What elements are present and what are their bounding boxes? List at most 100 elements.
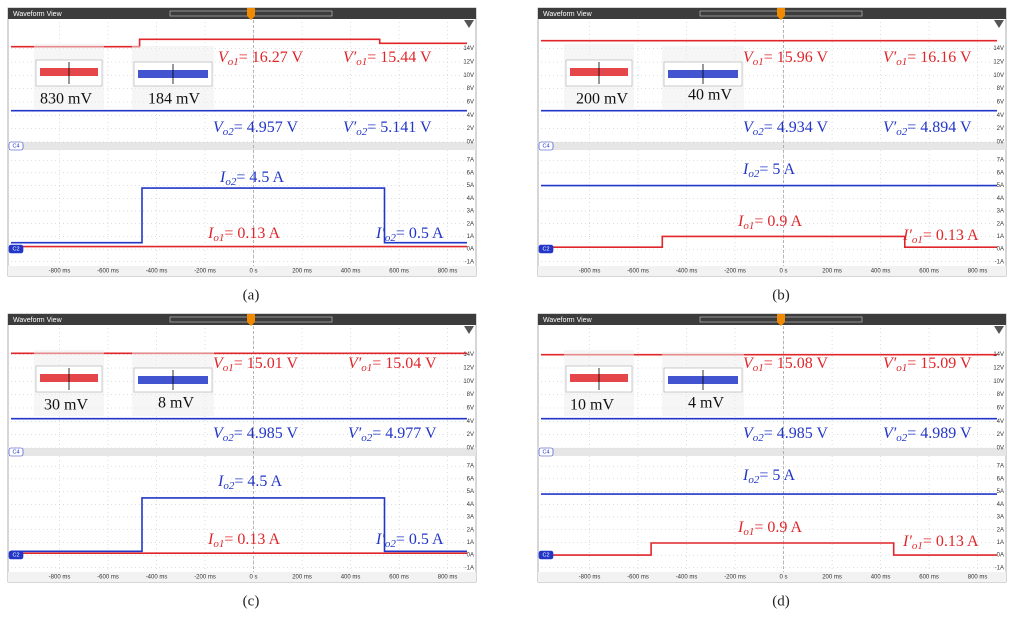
annotation-value: = 0.9 A: [754, 519, 802, 536]
channel-label: C4: [12, 143, 19, 149]
y-tick-label: 2A: [997, 221, 1004, 227]
y-tick-label: -1A: [995, 565, 1004, 571]
panel-caption: (c): [243, 593, 260, 609]
y-tick-label: 12V: [463, 366, 474, 372]
x-tick-label: 600 ms: [919, 575, 939, 581]
channel-label: C2: [12, 246, 19, 252]
y-tick-label: 0A: [467, 553, 474, 559]
y-tick-label: 12V: [463, 60, 474, 66]
y-tick-label: 4V: [997, 113, 1004, 119]
inset-label: 830 mV: [40, 91, 92, 108]
x-tick-label: -200 ms: [724, 575, 746, 581]
annotation-subscript: o1: [361, 362, 372, 374]
x-tick-label: -800 ms: [49, 269, 71, 275]
annotation-symbol: V′: [883, 425, 897, 442]
annotation-value: = 16.16 V: [907, 49, 972, 66]
y-tick-label: -1A: [465, 565, 474, 571]
y-tick-label: 7A: [997, 464, 1004, 470]
channel-label: C2: [542, 552, 549, 558]
x-tick-label: -400 ms: [676, 269, 698, 275]
annotation-subscript: o2: [896, 432, 908, 444]
y-tick-label: 4A: [467, 502, 474, 508]
y-tick-label: 1A: [997, 540, 1004, 546]
annotation-value: = 15.44 V: [367, 49, 432, 66]
channel-label: C4: [12, 449, 19, 455]
header-bar: [538, 8, 1006, 19]
annotation-value: = 4.894 V: [907, 119, 972, 136]
annotation-value: = 0.13 A: [224, 225, 280, 242]
annotation-subscript: o1: [228, 56, 239, 68]
annotation-value: = 4.5 A: [236, 169, 284, 186]
inset-label: 184 mV: [148, 91, 200, 108]
y-tick-label: 6A: [467, 476, 474, 482]
annotation-value: = 4.5 A: [234, 473, 282, 490]
x-tick-label: 400 ms: [341, 269, 361, 275]
y-tick-label: 5A: [997, 183, 1004, 189]
y-tick-label: 7A: [997, 158, 1004, 164]
annotation-value: = 0.13 A: [923, 533, 979, 550]
x-tick-label: 0 s: [250, 575, 258, 581]
annotation-subscript: o2: [748, 474, 760, 486]
annotation-subscript: o1: [896, 56, 907, 68]
annotation-value: = 0.5 A: [396, 225, 444, 242]
y-tick-label: 10V: [993, 73, 1004, 79]
annotation-value: = 5 A: [759, 161, 795, 178]
y-tick-label: 6A: [997, 170, 1004, 176]
x-tick-label: -600 ms: [627, 575, 649, 581]
annotation-value: = 4.989 V: [907, 425, 972, 442]
annotation-value: = 15.01 V: [234, 355, 299, 372]
annotation-subscript: o1: [753, 362, 764, 374]
header-title: Waveform View: [543, 11, 593, 18]
x-tick-label: -400 ms: [146, 575, 168, 581]
x-tick-label: 600 ms: [389, 269, 409, 275]
y-tick-label: 8V: [467, 86, 474, 92]
x-tick-label: -600 ms: [627, 269, 649, 275]
annotation-subscript: o2: [753, 432, 765, 444]
header-title: Waveform View: [13, 317, 63, 324]
x-tick-label: 200 ms: [292, 269, 312, 275]
annotation-subscript: o1: [743, 526, 754, 538]
y-tick-label: 6V: [467, 100, 474, 106]
x-tick-label: 400 ms: [871, 575, 891, 581]
annotation-value: = 4.977 V: [372, 425, 437, 442]
y-tick-label: -1A: [995, 259, 1004, 265]
figure: Waveform View -800 ms -600 ms -400 ms -200 m…: [0, 0, 1012, 617]
separator: [538, 142, 1006, 150]
x-tick-label: 0 s: [780, 575, 788, 581]
channel-label: C2: [12, 552, 19, 558]
annotation-value: = 4.985 V: [764, 425, 829, 442]
header-bar: [8, 314, 476, 325]
y-tick-label: 5A: [467, 183, 474, 189]
annotation-subscript: o2: [356, 126, 368, 138]
separator: [8, 448, 476, 456]
x-tick-label: -800 ms: [579, 575, 601, 581]
annotation-symbol: V′: [348, 425, 362, 442]
y-tick-label: 10V: [993, 379, 1004, 385]
y-tick-label: 1A: [997, 234, 1004, 240]
annotation-symbol: V′: [348, 355, 362, 372]
annotation-subscript: o1: [912, 540, 923, 552]
y-tick-label: 2V: [467, 432, 474, 438]
x-tick-label: 200 ms: [822, 575, 842, 581]
y-tick-label: 6A: [467, 170, 474, 176]
scope-panel: Waveform View-800 ms-600 ms-400 ms-200 m…: [8, 8, 476, 303]
annotation-subscript: o1: [753, 56, 764, 68]
annotation-subscript: o2: [225, 176, 237, 188]
x-tick-label: 200 ms: [822, 269, 842, 275]
y-tick-label: 4A: [997, 196, 1004, 202]
y-tick-label: 8V: [997, 392, 1004, 398]
y-tick-label: 14V: [463, 46, 474, 52]
inset-label: 10 mV: [570, 397, 614, 414]
annotation-value: = 15.08 V: [764, 355, 829, 372]
annotation-symbol: I′: [902, 227, 912, 244]
y-tick-label: 12V: [993, 60, 1004, 66]
annotation-value: = 4.985 V: [234, 425, 299, 442]
inset-label: 30 mV: [44, 397, 88, 414]
panel-caption: (a): [243, 287, 260, 303]
x-tick-label: 600 ms: [919, 269, 939, 275]
annotation-value: = 0.5 A: [396, 531, 444, 548]
annotation-subscript: o2: [896, 126, 908, 138]
inset-label: 200 mV: [576, 91, 628, 108]
annotation-symbol: V′: [343, 119, 357, 136]
annotation-symbol: I′: [375, 225, 385, 242]
